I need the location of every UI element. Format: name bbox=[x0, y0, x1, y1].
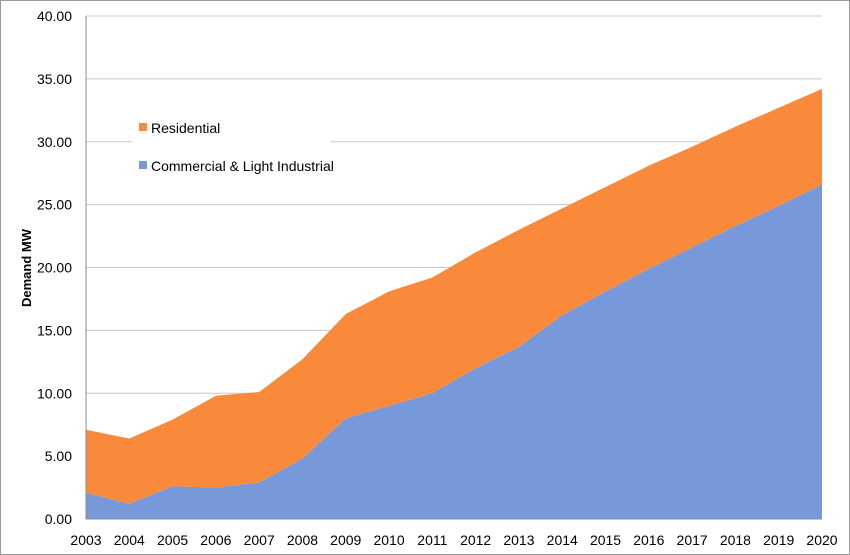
areas bbox=[86, 88, 822, 519]
y-tick-label: 0.00 bbox=[45, 511, 72, 527]
legend-label-residential: Residential bbox=[151, 120, 220, 136]
x-tick-label: 2019 bbox=[763, 532, 794, 548]
y-tick-label: 10.00 bbox=[37, 385, 72, 401]
y-tick-label: 25.00 bbox=[37, 197, 72, 213]
y-tick-label: 30.00 bbox=[37, 134, 72, 150]
x-tick-label: 2003 bbox=[70, 532, 101, 548]
x-tick-label: 2017 bbox=[677, 532, 708, 548]
area-commercial-light-industrial bbox=[86, 184, 822, 519]
x-tick-label: 2020 bbox=[806, 532, 837, 548]
legend-swatch-residential bbox=[139, 123, 147, 131]
x-tick-label: 2010 bbox=[373, 532, 404, 548]
legend-swatch-commercial bbox=[139, 161, 147, 169]
x-tick-label: 2015 bbox=[590, 532, 621, 548]
y-axis-title: Demand MW bbox=[19, 228, 34, 307]
y-tick-label: 15.00 bbox=[37, 322, 72, 338]
y-tick-labels: 0.00 5.00 10.00 15.00 20.00 25.00 30.00 35.00 40… bbox=[37, 8, 72, 527]
x-tick-label: 2008 bbox=[287, 532, 318, 548]
axes bbox=[85, 16, 822, 520]
area-residential bbox=[86, 88, 822, 504]
x-tick-label: 2014 bbox=[547, 532, 578, 548]
x-tick-label: 2011 bbox=[417, 532, 447, 548]
x-tick-labels: 2003 2004 2005 2006 2007 2008 2009 2010 2011 2012… bbox=[70, 532, 837, 548]
x-tick-label: 2004 bbox=[114, 532, 145, 548]
y-tick-label: 20.00 bbox=[37, 260, 72, 276]
x-tick-label: 2016 bbox=[633, 532, 664, 548]
y-tick-label: 5.00 bbox=[45, 448, 72, 464]
y-tick-label: 40.00 bbox=[37, 8, 72, 24]
legend-background bbox=[132, 112, 330, 186]
y-tick-label: 35.00 bbox=[37, 71, 72, 87]
legend: Residential Commercial & Light Industria… bbox=[132, 112, 334, 186]
x-tick-label: 2006 bbox=[200, 532, 231, 548]
legend-label-commercial: Commercial & Light Industrial bbox=[151, 158, 334, 174]
x-tick-label: 2012 bbox=[460, 532, 491, 548]
x-tick-label: 2005 bbox=[157, 532, 188, 548]
x-tick-label: 2007 bbox=[244, 532, 275, 548]
x-tick-label: 2013 bbox=[503, 532, 534, 548]
x-tick-label: 2018 bbox=[720, 532, 751, 548]
x-tick-label: 2009 bbox=[330, 532, 361, 548]
